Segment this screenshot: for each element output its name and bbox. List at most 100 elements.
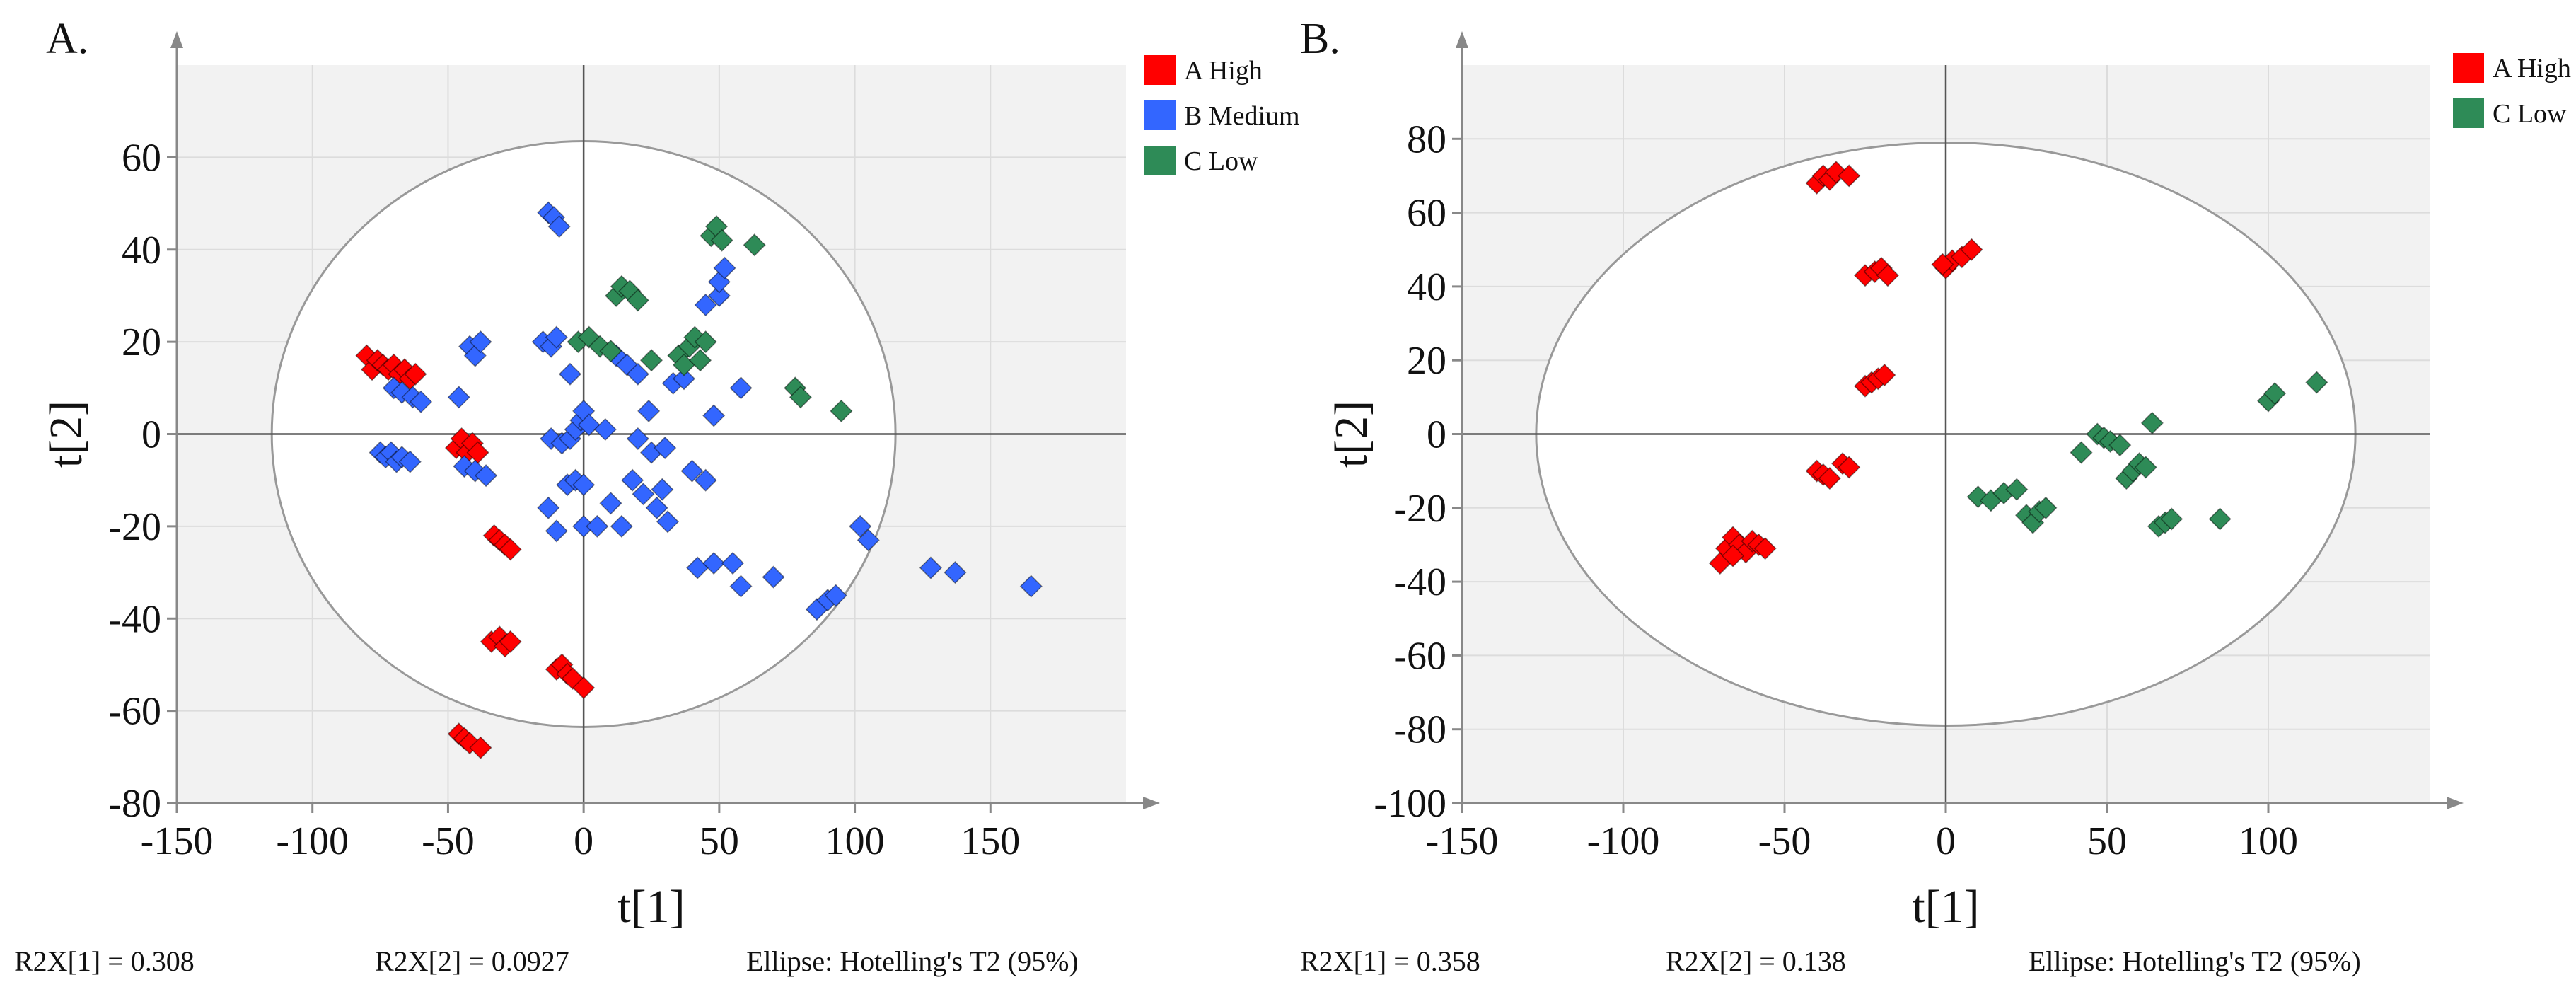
data-point-medium[interactable]	[1019, 575, 1043, 598]
data-point-medium[interactable]	[729, 575, 753, 598]
data-point-medium[interactable]	[469, 330, 492, 354]
data-point-high[interactable]	[499, 538, 522, 561]
data-point-high[interactable]	[1876, 264, 1899, 287]
data-point-medium[interactable]	[729, 376, 753, 400]
data-point-medium[interactable]	[680, 459, 704, 483]
legend-label: B Medium	[1184, 101, 1300, 131]
data-point-medium[interactable]	[849, 514, 872, 538]
data-point-high[interactable]	[1818, 467, 1841, 490]
data-point-medium[interactable]	[656, 510, 680, 534]
data-point-medium[interactable]	[599, 492, 622, 515]
data-point-medium[interactable]	[762, 565, 785, 589]
footer-stat: R2X[1] = 0.308	[14, 945, 195, 977]
y-axis-title: t[2]	[40, 400, 92, 468]
y-tick-label: -60	[1393, 634, 1446, 678]
data-point-high[interactable]	[469, 736, 492, 759]
data-point-low[interactable]	[688, 349, 712, 372]
data-point-medium[interactable]	[702, 551, 726, 575]
data-point-medium[interactable]	[857, 529, 880, 552]
data-point-medium[interactable]	[824, 584, 847, 607]
chart-panel-b: B.-150 -100 -50 0 50 100-100-80-60-40-2002040…	[1300, 15, 2571, 977]
data-point-high[interactable]	[1838, 164, 1861, 188]
data-point-low[interactable]	[599, 340, 622, 363]
data-point-low[interactable]	[2160, 507, 2183, 531]
data-point-medium[interactable]	[919, 556, 942, 579]
y-tick-label: -20	[108, 505, 161, 549]
data-point-medium[interactable]	[651, 478, 674, 501]
chart-panel-a: A. -150 -100 -50 0 50 100 150 -80 -60 -40 -20 0 20 40 6…	[14, 15, 1300, 977]
data-point-medium[interactable]	[547, 215, 571, 238]
y-axis-title: t[2]	[1325, 400, 1377, 468]
data-point-high[interactable]	[1721, 544, 1745, 567]
footer-stat: R2X[2] = 0.0927	[375, 945, 569, 977]
data-point-medium[interactable]	[721, 551, 745, 575]
data-point-medium[interactable]	[610, 514, 633, 538]
data-point-medium[interactable]	[713, 256, 736, 279]
x-axis-title: t[1]	[617, 881, 685, 933]
y-axis-arrow-icon	[170, 31, 183, 48]
data-point-medium[interactable]	[654, 436, 677, 460]
legend-label: C Low	[1184, 146, 1258, 176]
y-tick-label: 60	[122, 136, 161, 180]
data-point-low[interactable]	[2134, 456, 2157, 479]
data-point-medium[interactable]	[398, 450, 422, 473]
data-point-medium[interactable]	[545, 325, 568, 349]
data-point-medium[interactable]	[593, 417, 617, 442]
data-point-medium[interactable]	[626, 362, 649, 386]
data-point-medium[interactable]	[707, 270, 731, 294]
data-point-high[interactable]	[1873, 363, 1896, 387]
data-point-medium[interactable]	[637, 399, 661, 422]
data-point-low[interactable]	[2108, 434, 2132, 457]
data-point-medium[interactable]	[447, 386, 470, 409]
data-point-medium[interactable]	[694, 468, 717, 492]
data-point-medium[interactable]	[558, 362, 582, 386]
data-point-medium[interactable]	[626, 427, 649, 451]
data-point-high[interactable]	[572, 676, 596, 700]
data-point-medium[interactable]	[537, 496, 560, 519]
x-axis-title: t[1]	[1912, 881, 1979, 933]
data-point-medium[interactable]	[572, 473, 596, 497]
y-tick-label: -80	[108, 782, 161, 826]
x-tick-label: -50	[1758, 819, 1811, 863]
data-point-high[interactable]	[1931, 253, 1954, 276]
data-point-medium[interactable]	[672, 367, 696, 391]
data-point-low[interactable]	[743, 233, 766, 257]
data-point-medium[interactable]	[645, 496, 668, 519]
data-point-low[interactable]	[2034, 496, 2058, 519]
data-point-low[interactable]	[2305, 371, 2328, 394]
data-point-low[interactable]	[2070, 441, 2093, 464]
data-point-low[interactable]	[2263, 382, 2287, 405]
data-point-medium[interactable]	[586, 514, 609, 538]
data-point-medium[interactable]	[702, 404, 726, 427]
data-point-low[interactable]	[2140, 411, 2164, 434]
data-point-low[interactable]	[639, 349, 663, 372]
data-point-high[interactable]	[1838, 456, 1861, 479]
data-point-medium[interactable]	[944, 561, 967, 584]
data-point-low[interactable]	[2208, 507, 2232, 531]
data-point-medium[interactable]	[632, 483, 655, 506]
x-axis-arrow-icon	[2447, 797, 2464, 809]
data-point-medium[interactable]	[707, 284, 731, 307]
data-point-low[interactable]	[694, 330, 717, 354]
data-point-low[interactable]	[789, 386, 812, 409]
data-point-high[interactable]	[404, 362, 427, 386]
y-tick-label: 40	[122, 229, 161, 272]
data-point-high[interactable]	[499, 630, 522, 653]
data-point-low[interactable]	[830, 399, 853, 422]
data-point-low[interactable]	[626, 289, 649, 312]
data-point-medium[interactable]	[621, 468, 644, 492]
data-points	[1708, 161, 2328, 575]
data-point-medium[interactable]	[577, 413, 601, 437]
y-tick-label: 20	[1407, 339, 1446, 383]
data-point-low[interactable]	[2005, 478, 2029, 501]
data-point-medium[interactable]	[475, 464, 498, 488]
legend: A High B Medium C Low	[1144, 55, 1300, 176]
data-point-medium[interactable]	[545, 519, 568, 543]
data-point-high[interactable]	[1960, 238, 1983, 261]
data-point-medium[interactable]	[410, 390, 433, 413]
data-point-low[interactable]	[710, 229, 733, 252]
panel-label: B.	[1300, 15, 1340, 63]
x-tick-label: 50	[700, 819, 739, 863]
data-point-medium[interactable]	[694, 293, 717, 317]
data-point-high[interactable]	[1753, 537, 1777, 560]
